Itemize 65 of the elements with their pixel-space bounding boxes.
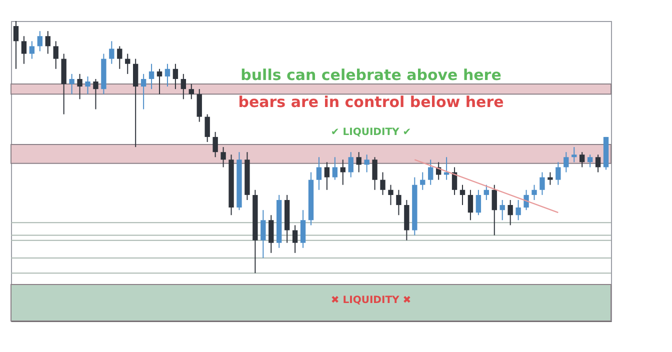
- candlestick: [172, 63, 178, 90]
- candlestick: [13, 20, 19, 70]
- candlestick: [476, 189, 482, 216]
- candlestick: [37, 30, 42, 52]
- candlestick: [372, 156, 378, 190]
- candlestick: [268, 214, 274, 254]
- candlestick: [180, 73, 186, 100]
- annotation: ✔ LIQUIDITY ✔: [330, 127, 412, 138]
- annotation: bulls can celebrate above here: [240, 66, 502, 84]
- candlestick: [21, 36, 27, 64]
- candlestick: [196, 88, 202, 122]
- candlestick: [380, 172, 386, 196]
- candlestick: [484, 184, 490, 200]
- candlestick: [53, 40, 58, 70]
- candlestick: [29, 40, 35, 60]
- candlestick: [292, 224, 298, 254]
- candlestick: [572, 146, 577, 163]
- candlestick: [540, 172, 545, 196]
- candlestick: [140, 73, 146, 110]
- candlestick: [164, 63, 170, 88]
- candlestick: [93, 78, 98, 110]
- candlestick: [388, 184, 394, 206]
- candlestick: [564, 152, 569, 173]
- candlestick: [148, 63, 154, 90]
- candlestick: [492, 184, 497, 236]
- text: ✖ LIQUIDITY ✖: [330, 295, 412, 306]
- candlestick: [332, 156, 338, 180]
- candlestick: [45, 30, 50, 54]
- candlestick: [85, 76, 90, 95]
- candlestick: [508, 199, 513, 226]
- candlestick: [348, 152, 354, 178]
- candlestick: [532, 184, 537, 200]
- candlestick: [500, 199, 505, 221]
- candlestick: [300, 210, 306, 248]
- candlestick: [77, 73, 82, 100]
- candlestick: [556, 162, 561, 186]
- candlestick: [460, 184, 466, 206]
- candlestick: [524, 189, 529, 211]
- candlestick: [364, 154, 370, 173]
- candlestick: [324, 162, 330, 190]
- candlestick: [587, 154, 593, 168]
- candlestick: [396, 189, 402, 216]
- candlestick: [356, 152, 362, 173]
- candlestick: [580, 152, 585, 168]
- candlestick: [428, 159, 434, 186]
- candlestick: [117, 46, 122, 70]
- candlestick: [420, 172, 426, 190]
- candlestick: [204, 114, 210, 143]
- candlestick: [468, 189, 474, 221]
- candlestick: [444, 156, 450, 180]
- candlestick: [316, 156, 322, 190]
- candlestick: [125, 53, 130, 74]
- candlestick: [548, 172, 553, 186]
- candlestick: [132, 58, 138, 148]
- candlestick: [260, 210, 266, 258]
- candlestick: [156, 68, 162, 95]
- candlestick: [220, 146, 226, 168]
- candlestick: [69, 73, 74, 95]
- candlestick: [188, 84, 194, 100]
- candlestick: [595, 154, 601, 173]
- candlestick: [212, 131, 218, 158]
- candlestick: [516, 199, 521, 221]
- candlestick: [109, 40, 114, 64]
- candlestick: [340, 159, 346, 186]
- annotation: bears are in control below here: [238, 93, 504, 111]
